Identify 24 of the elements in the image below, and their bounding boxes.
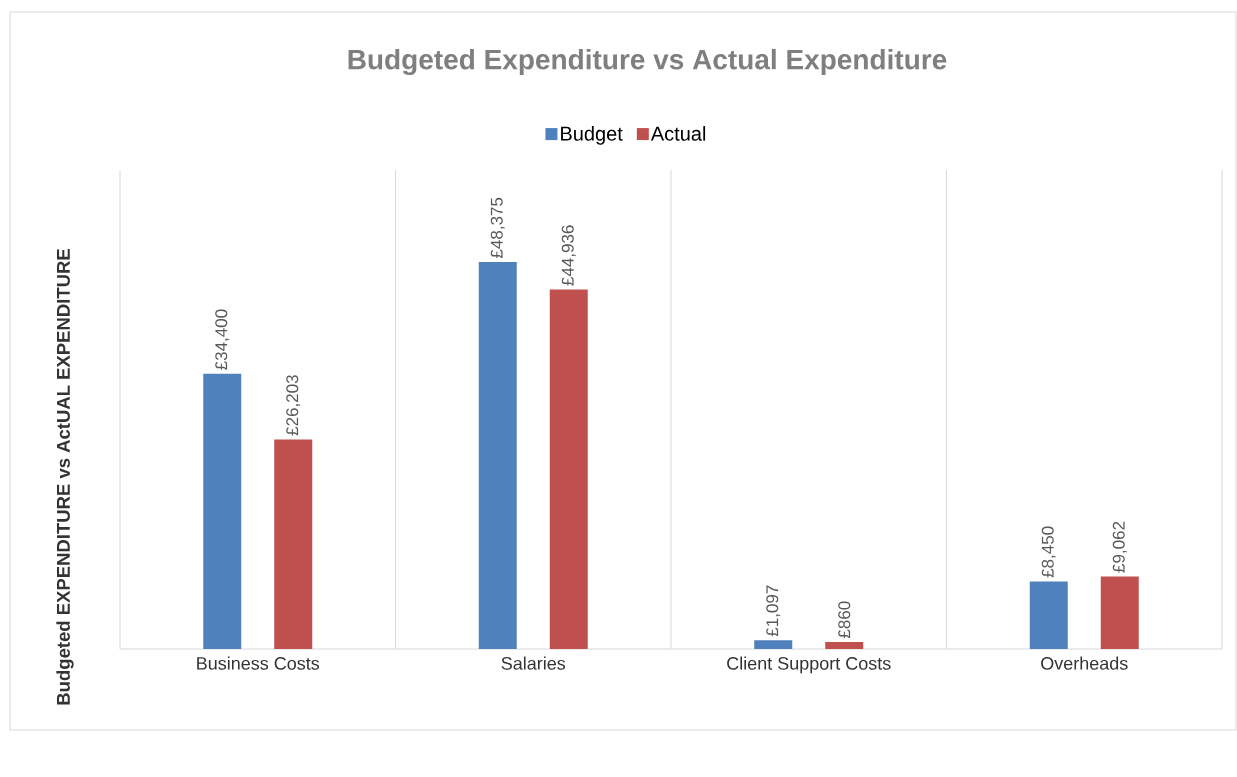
data-label: £26,203	[286, 375, 301, 436]
bar	[1029, 581, 1068, 649]
data-label: £9,062	[1112, 521, 1127, 573]
x-tick-label: Business Costs	[197, 656, 320, 670]
bar	[478, 262, 517, 649]
bar	[825, 642, 864, 649]
chart-title: Budgeted Expenditure vs Actual Expenditure	[348, 48, 947, 76]
data-label: £860	[838, 601, 851, 639]
data-label: £8,450	[1041, 526, 1056, 578]
data-label: £1,097	[766, 585, 781, 637]
bar	[754, 640, 793, 649]
bar	[274, 439, 313, 649]
data-label: £34,400	[215, 309, 230, 370]
legend-label: Actual	[650, 126, 706, 141]
x-tick-label: Overheads	[1041, 656, 1128, 670]
x-tick-label: Salaries	[501, 656, 566, 670]
bar	[1100, 576, 1139, 649]
data-label: £44,936	[561, 225, 576, 286]
bar	[549, 289, 588, 649]
y-axis-title: Budgeted EXPENDITURE vs ActUAL EXPENDITURE	[56, 249, 74, 705]
data-label: £48,375	[490, 197, 505, 259]
bar	[203, 373, 242, 649]
legend-label: Budget	[561, 126, 623, 145]
x-tick-label: Client Support Costs	[727, 656, 891, 674]
